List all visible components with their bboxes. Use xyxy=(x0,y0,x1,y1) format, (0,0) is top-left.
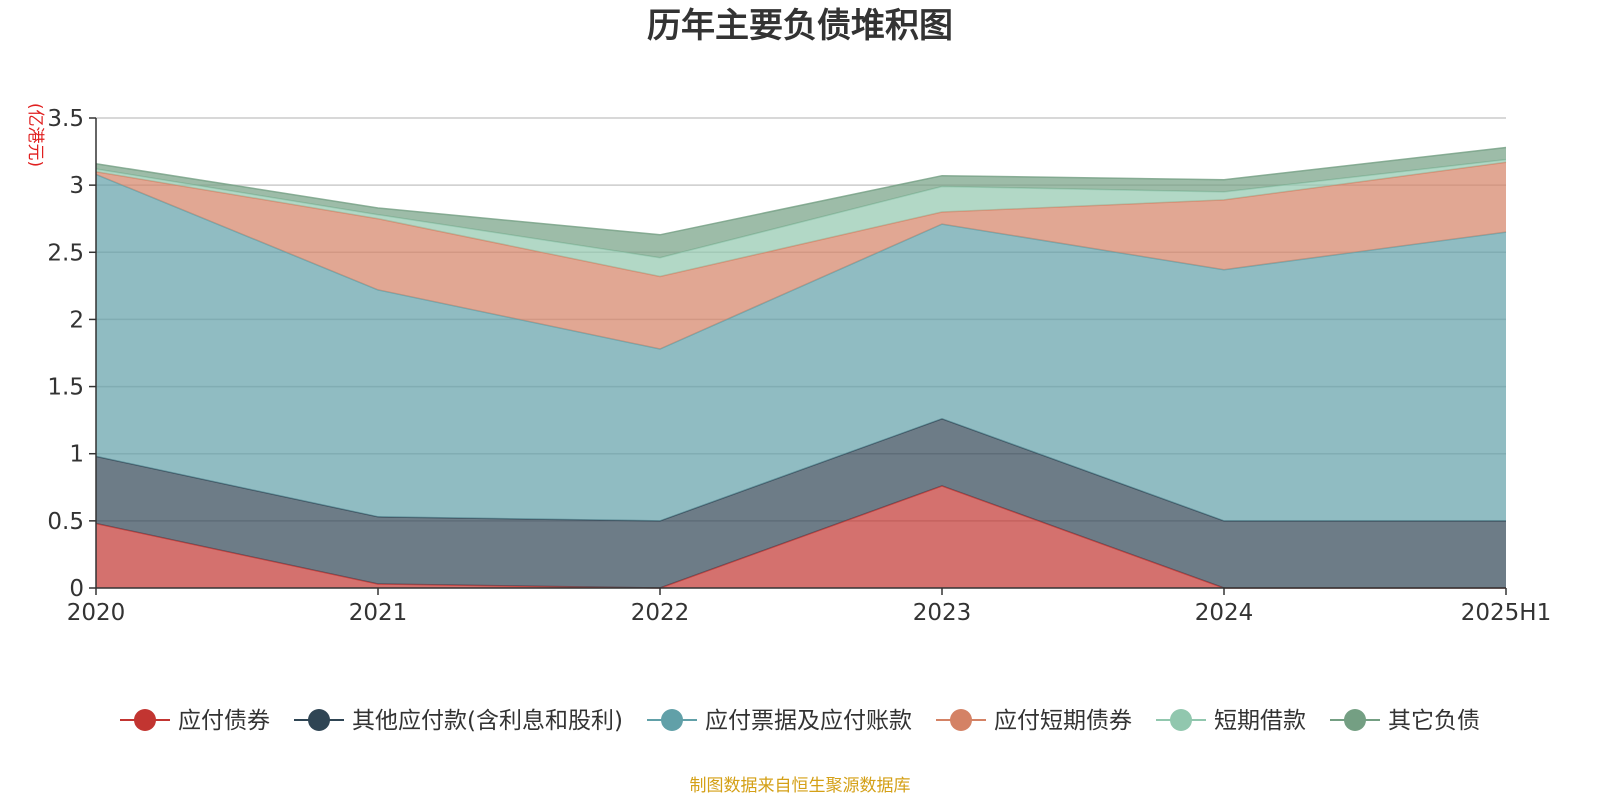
x-tick-label: 2024 xyxy=(1195,600,1254,626)
area-series-5 xyxy=(96,159,1506,277)
x-tick-label: 2025H1 xyxy=(1461,600,1551,626)
legend-label: 短期借款 xyxy=(1214,708,1306,734)
data-source-note: 制图数据来自恒生聚源数据库 xyxy=(690,776,911,796)
legend-item-3[interactable]: 应付票据及应付账款 xyxy=(647,708,912,734)
legend-item-1[interactable]: 应付债券 xyxy=(120,708,270,734)
y-tick-label: 2 xyxy=(69,307,84,333)
y-tick-label: 1.5 xyxy=(47,375,84,401)
y-tick-label: 0 xyxy=(69,576,84,602)
x-tick-label: 2021 xyxy=(349,600,408,626)
series-areas xyxy=(95,146,1507,589)
y-axis-unit-label: (亿港元) xyxy=(25,103,45,167)
x-tick-label: 2020 xyxy=(67,600,126,626)
legend-item-2[interactable]: 其他应付款(含利息和股利) xyxy=(294,708,623,734)
x-tick-label: 2023 xyxy=(913,600,972,626)
legend-label: 应付票据及应付账款 xyxy=(705,708,912,734)
area-series-6-edge xyxy=(95,146,1507,236)
legend-dot-icon xyxy=(1344,709,1366,731)
area-series-4 xyxy=(96,162,1506,349)
area-series-2 xyxy=(96,418,1506,588)
legend-item-4[interactable]: 应付短期债券 xyxy=(936,708,1132,734)
legend-dot-icon xyxy=(134,709,156,731)
y-tick-label: 2.5 xyxy=(47,240,84,266)
y-tick-label: 3.5 xyxy=(47,106,84,132)
legend-dot-icon xyxy=(1170,709,1192,731)
y-tick-label: 1 xyxy=(69,442,84,468)
legend-label: 应付短期债券 xyxy=(994,708,1132,734)
legend-item-6[interactable]: 其它负债 xyxy=(1330,708,1480,734)
legend-item-5[interactable]: 短期借款 xyxy=(1156,708,1306,734)
chart-title: 历年主要负债堆积图 xyxy=(647,6,953,46)
x-tick-label: 2022 xyxy=(631,600,690,626)
y-tick-label: 3 xyxy=(69,173,84,199)
legend-label: 其它负债 xyxy=(1388,708,1480,734)
legend-dot-icon xyxy=(661,709,683,731)
axes: 0 0.5 1 1.5 2 2.5 3 3.5 2020 2021 2022 2023 2024 2025… xyxy=(47,106,1551,626)
legend[interactable]: 应付债券 其他应付款(含利息和股利) 应付票据及应付账款 应付短期债券 短期借款 其它负债 xyxy=(120,708,1480,734)
area-series-3 xyxy=(96,174,1506,521)
y-tick-label: 0.5 xyxy=(47,509,84,535)
legend-dot-icon xyxy=(308,709,330,731)
legend-label: 应付债券 xyxy=(178,708,270,734)
legend-dot-icon xyxy=(950,709,972,731)
legend-label: 其他应付款(含利息和股利) xyxy=(352,708,623,734)
